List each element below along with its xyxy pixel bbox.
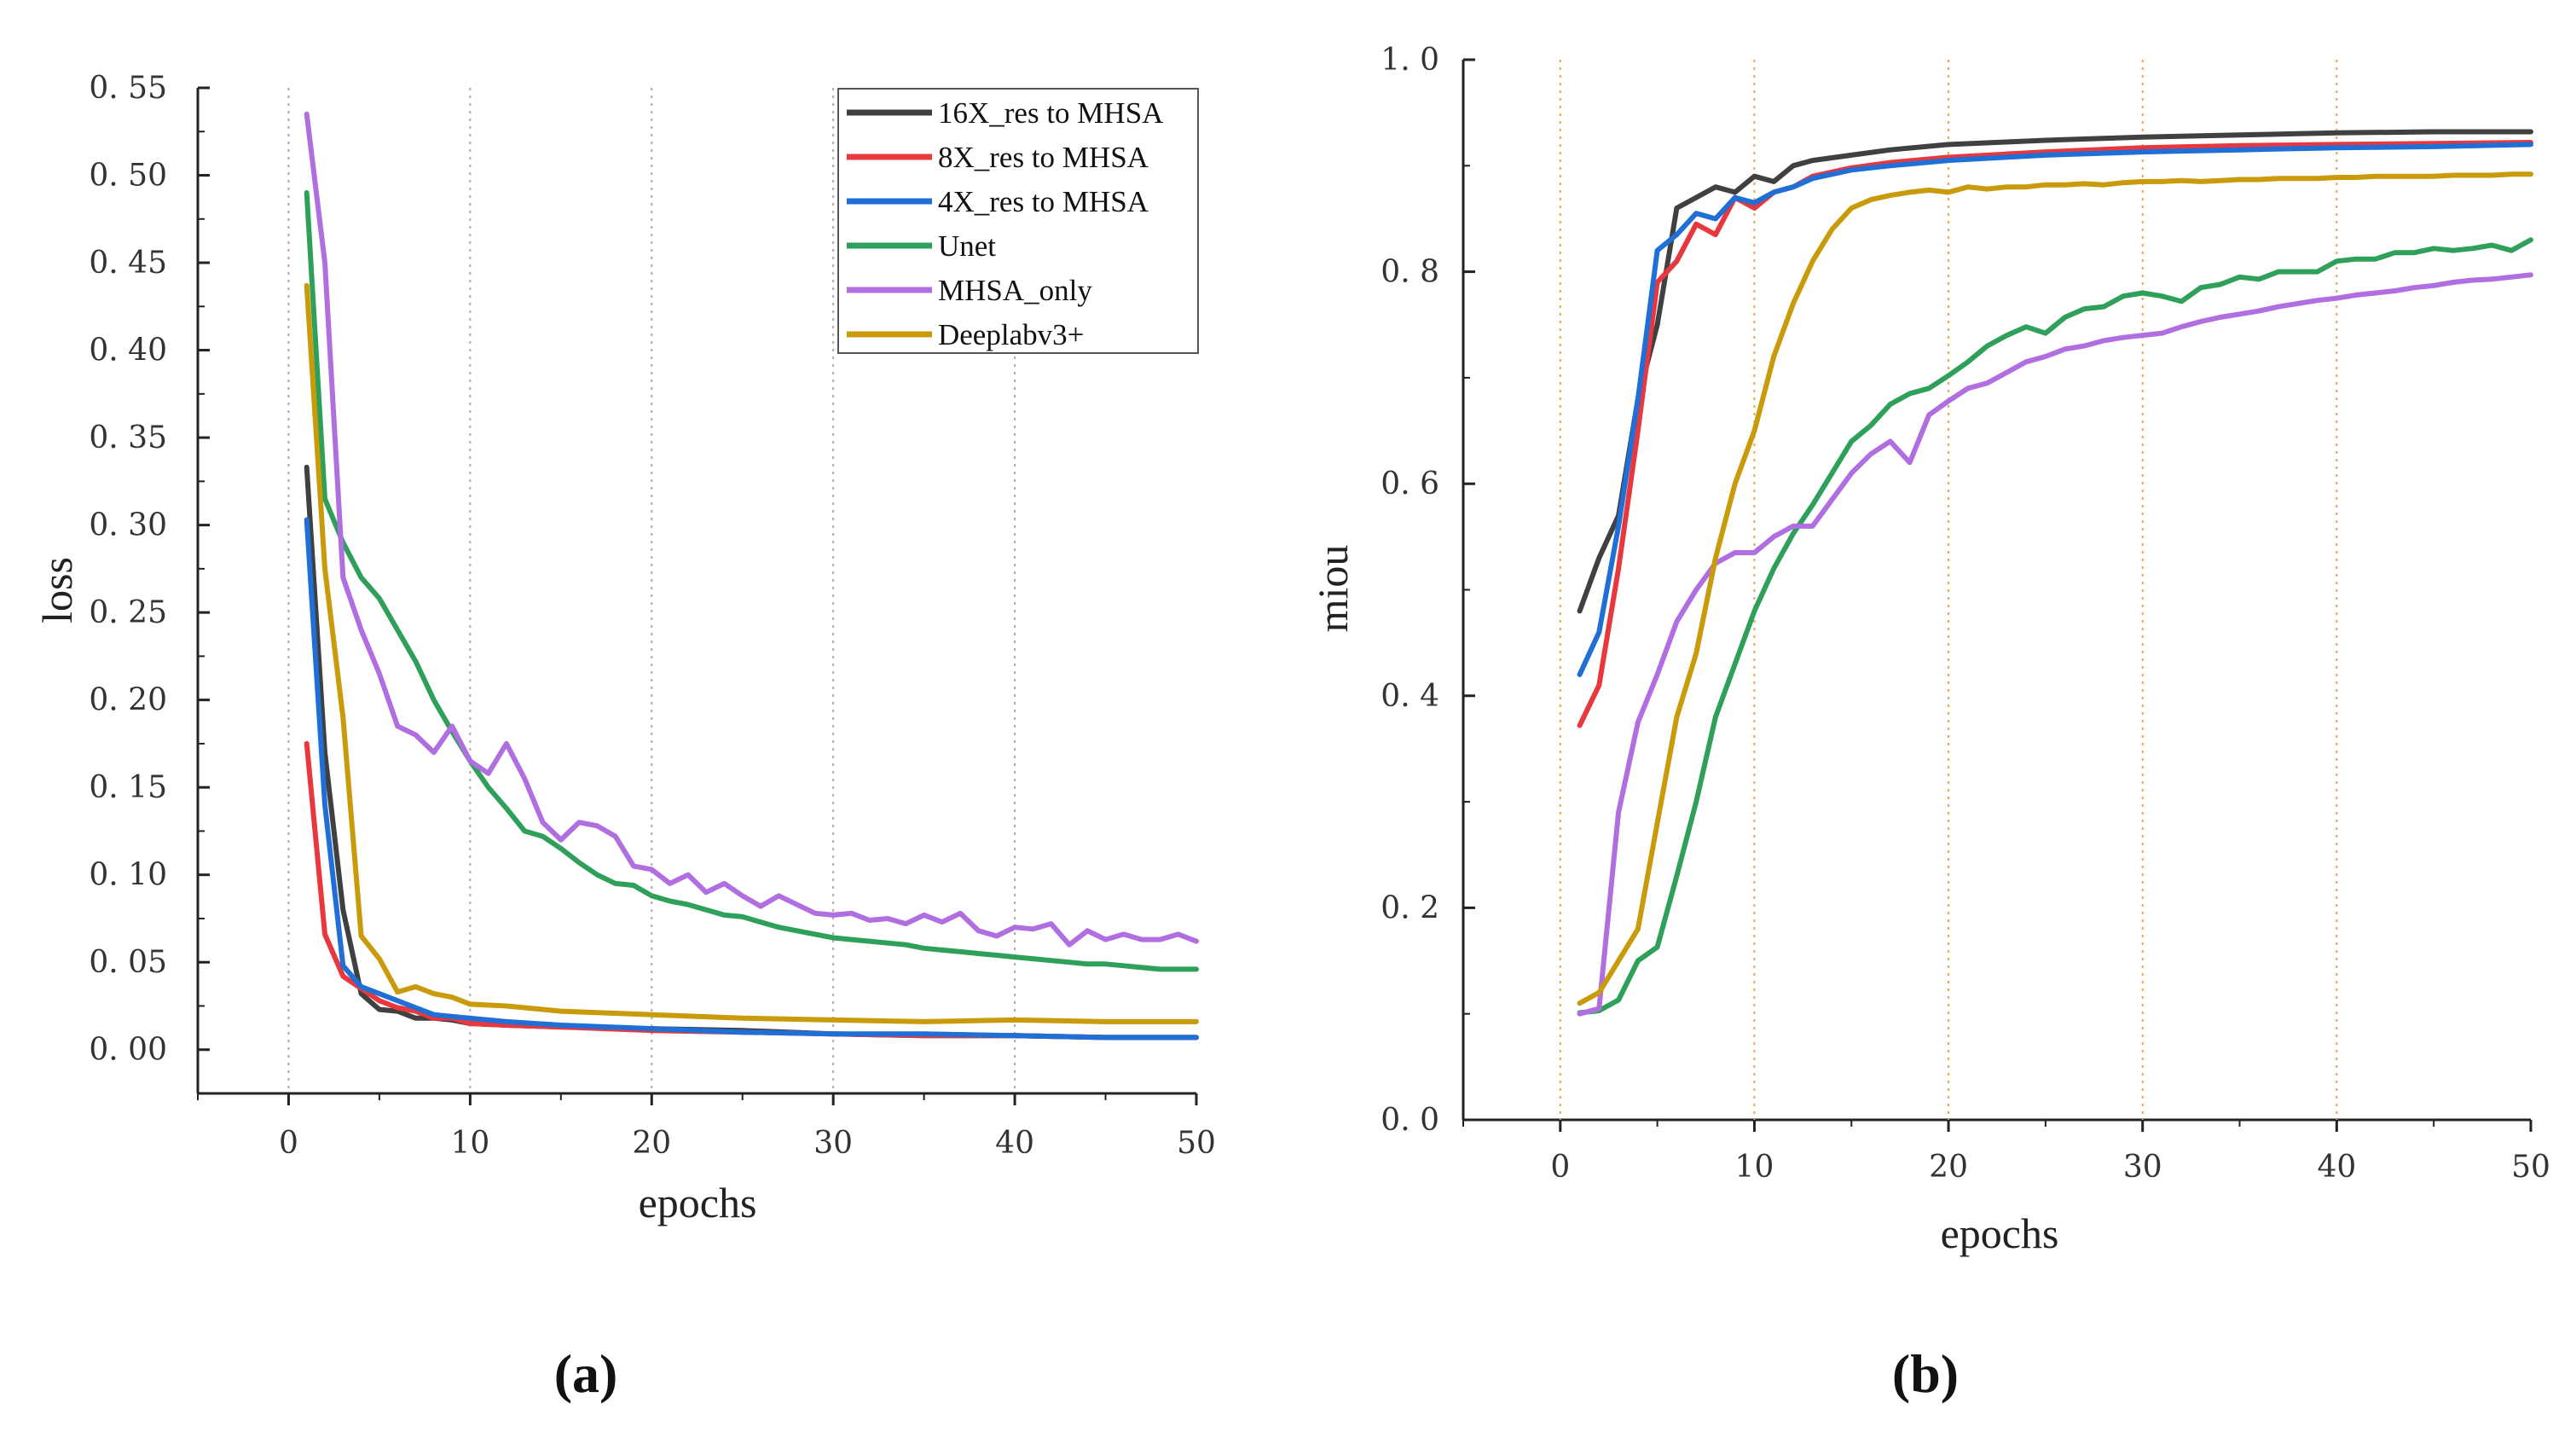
loss-chart-x-tick-label: 20 <box>632 1126 671 1161</box>
loss-chart-x-tick-label: 30 <box>813 1126 853 1161</box>
loss-chart-y-tick-label: 0. 15 <box>89 770 167 805</box>
miou-chart-line-mhsa-only <box>1577 272 2533 1017</box>
loss-chart-x-tick-label: 50 <box>1177 1126 1216 1161</box>
loss-chart-y-tick-label: 0. 00 <box>89 1033 167 1068</box>
miou-chart-y-label: miou <box>1309 545 1357 633</box>
loss-chart-y-tick-label: 0. 40 <box>89 333 167 368</box>
loss-chart-y-tick-label: 0. 25 <box>89 595 167 630</box>
miou-chart-x-tick-label: 50 <box>2511 1150 2550 1185</box>
loss-chart: 0. 00 0. 05 0. 10 0. 15 0. 20 0. 25 0. 30 0. 35… <box>33 71 1216 1404</box>
legend-box <box>837 88 1199 354</box>
legend-label: MHSA_only <box>938 274 1092 307</box>
loss-chart-y-tick-label: 0. 10 <box>89 858 167 893</box>
loss-chart-x-tick-label: 40 <box>995 1126 1034 1161</box>
panel-label-a: (a) <box>554 1343 618 1404</box>
legend-label: 16X_res to MHSA <box>938 96 1164 130</box>
miou-chart-y-tick-label: 0. 4 <box>1381 679 1439 714</box>
miou-chart-y-tick-label: 1. 0 <box>1381 43 1439 78</box>
loss-chart-y-tick-label: 0. 50 <box>89 159 167 194</box>
miou-chart-x-tick-label: 10 <box>1735 1150 1774 1185</box>
miou-chart-x-tick-label: 0 <box>1550 1150 1570 1185</box>
miou-chart-y-tick-label: 0. 8 <box>1381 255 1439 290</box>
miou-chart-y-tick-label: 0. 2 <box>1381 890 1439 925</box>
loss-chart-y-tick-label: 0. 30 <box>89 508 167 543</box>
miou-chart-x-label: epochs <box>1941 1209 2059 1257</box>
loss-chart-x-label: epochs <box>639 1179 757 1226</box>
legend-label: 4X_res to MHSA <box>938 185 1149 218</box>
miou-chart-line-unet <box>1577 237 2533 1016</box>
loss-chart-line-deeplabv3- <box>304 282 1199 1024</box>
legend-label: 8X_res to MHSA <box>938 141 1149 174</box>
loss-chart-y-tick-label: 0. 55 <box>89 71 167 106</box>
legend: 16X_res to MHSA 8X_res to MHSA 4X_res to M… <box>837 88 1199 354</box>
loss-chart-y-tick-label: 0. 45 <box>89 246 167 281</box>
miou-chart-y-tick-label: 0. 0 <box>1381 1103 1439 1138</box>
legend-label: Deeplabv3+ <box>938 318 1084 351</box>
miou-chart-x-tick-label: 30 <box>2123 1150 2162 1185</box>
legend-label: Unet <box>938 229 996 263</box>
loss-chart-x-tick-label: 0 <box>279 1126 298 1161</box>
loss-chart-line-mhsa-only <box>304 111 1199 948</box>
panel-label-b: (b) <box>1892 1343 1959 1404</box>
loss-chart-line-4x-res-to-mhsa <box>304 517 1199 1041</box>
miou-chart-x-tick-label: 20 <box>1929 1150 1968 1185</box>
miou-chart-x-tick-label: 40 <box>2317 1150 2356 1185</box>
loss-chart-y-label: loss <box>33 557 81 623</box>
miou-chart-line-8x-res-to-mhsa <box>1577 140 2533 728</box>
miou-chart-line-4x-res-to-mhsa <box>1577 142 2533 677</box>
loss-chart-y-tick-label: 0. 05 <box>89 945 167 980</box>
loss-chart-x-tick-label: 10 <box>450 1126 489 1161</box>
loss-chart-line-16x-res-to-mhsa <box>304 464 1199 1041</box>
miou-chart-y-tick-label: 0. 6 <box>1381 467 1439 501</box>
loss-chart-y-tick-label: 0. 20 <box>89 683 167 718</box>
miou-chart: 0. 0 0. 2 0. 4 0. 6 0. 8 1. 0 0 10 20 30 40 50 mio… <box>1309 43 2550 1404</box>
miou-chart-line-deeplabv3- <box>1577 171 2533 1006</box>
loss-chart-y-tick-label: 0. 35 <box>89 420 167 455</box>
